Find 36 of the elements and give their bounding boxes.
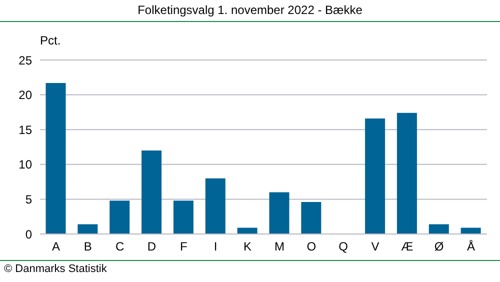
x-tick-label: K bbox=[244, 240, 252, 254]
x-tick-label: V bbox=[371, 240, 380, 254]
bar bbox=[142, 150, 162, 234]
x-tick-label: A bbox=[52, 240, 60, 254]
bar bbox=[78, 224, 98, 234]
x-tick-label: O bbox=[306, 240, 316, 254]
x-tick-label: B bbox=[84, 240, 92, 254]
y-tick-label: 0 bbox=[25, 227, 32, 242]
bar bbox=[428, 224, 449, 234]
x-tick-label: F bbox=[180, 240, 188, 254]
x-tick-label: Q bbox=[338, 240, 348, 254]
bar bbox=[237, 228, 258, 234]
x-tick-label: I bbox=[214, 240, 218, 254]
x-tick-label: M bbox=[274, 240, 284, 254]
bar bbox=[173, 200, 194, 234]
x-tick-label: Æ bbox=[401, 240, 414, 254]
bar bbox=[301, 202, 322, 234]
y-tick-label: 25 bbox=[18, 53, 32, 68]
y-tick-label: 5 bbox=[25, 192, 32, 206]
y-axis-title: Pct. bbox=[40, 34, 61, 48]
x-tick-label: Ø bbox=[434, 240, 444, 254]
x-tick-label: D bbox=[147, 240, 156, 254]
x-tick-label: Å bbox=[467, 240, 476, 254]
bar bbox=[396, 112, 417, 234]
bar bbox=[205, 178, 226, 234]
y-tick-label: 15 bbox=[18, 122, 32, 137]
bar bbox=[269, 192, 290, 234]
bar bbox=[365, 118, 386, 234]
bar bbox=[460, 228, 481, 234]
chart-title: Folketingsvalg 1. november 2022 - Bække bbox=[0, 0, 500, 22]
text: © Danmarks Statistik bbox=[4, 263, 107, 275]
bar bbox=[46, 82, 66, 234]
y-tick-label: 20 bbox=[18, 88, 32, 102]
x-tick-label: C bbox=[115, 240, 124, 254]
y-tick-label: 10 bbox=[18, 158, 32, 172]
bar bbox=[110, 200, 130, 234]
